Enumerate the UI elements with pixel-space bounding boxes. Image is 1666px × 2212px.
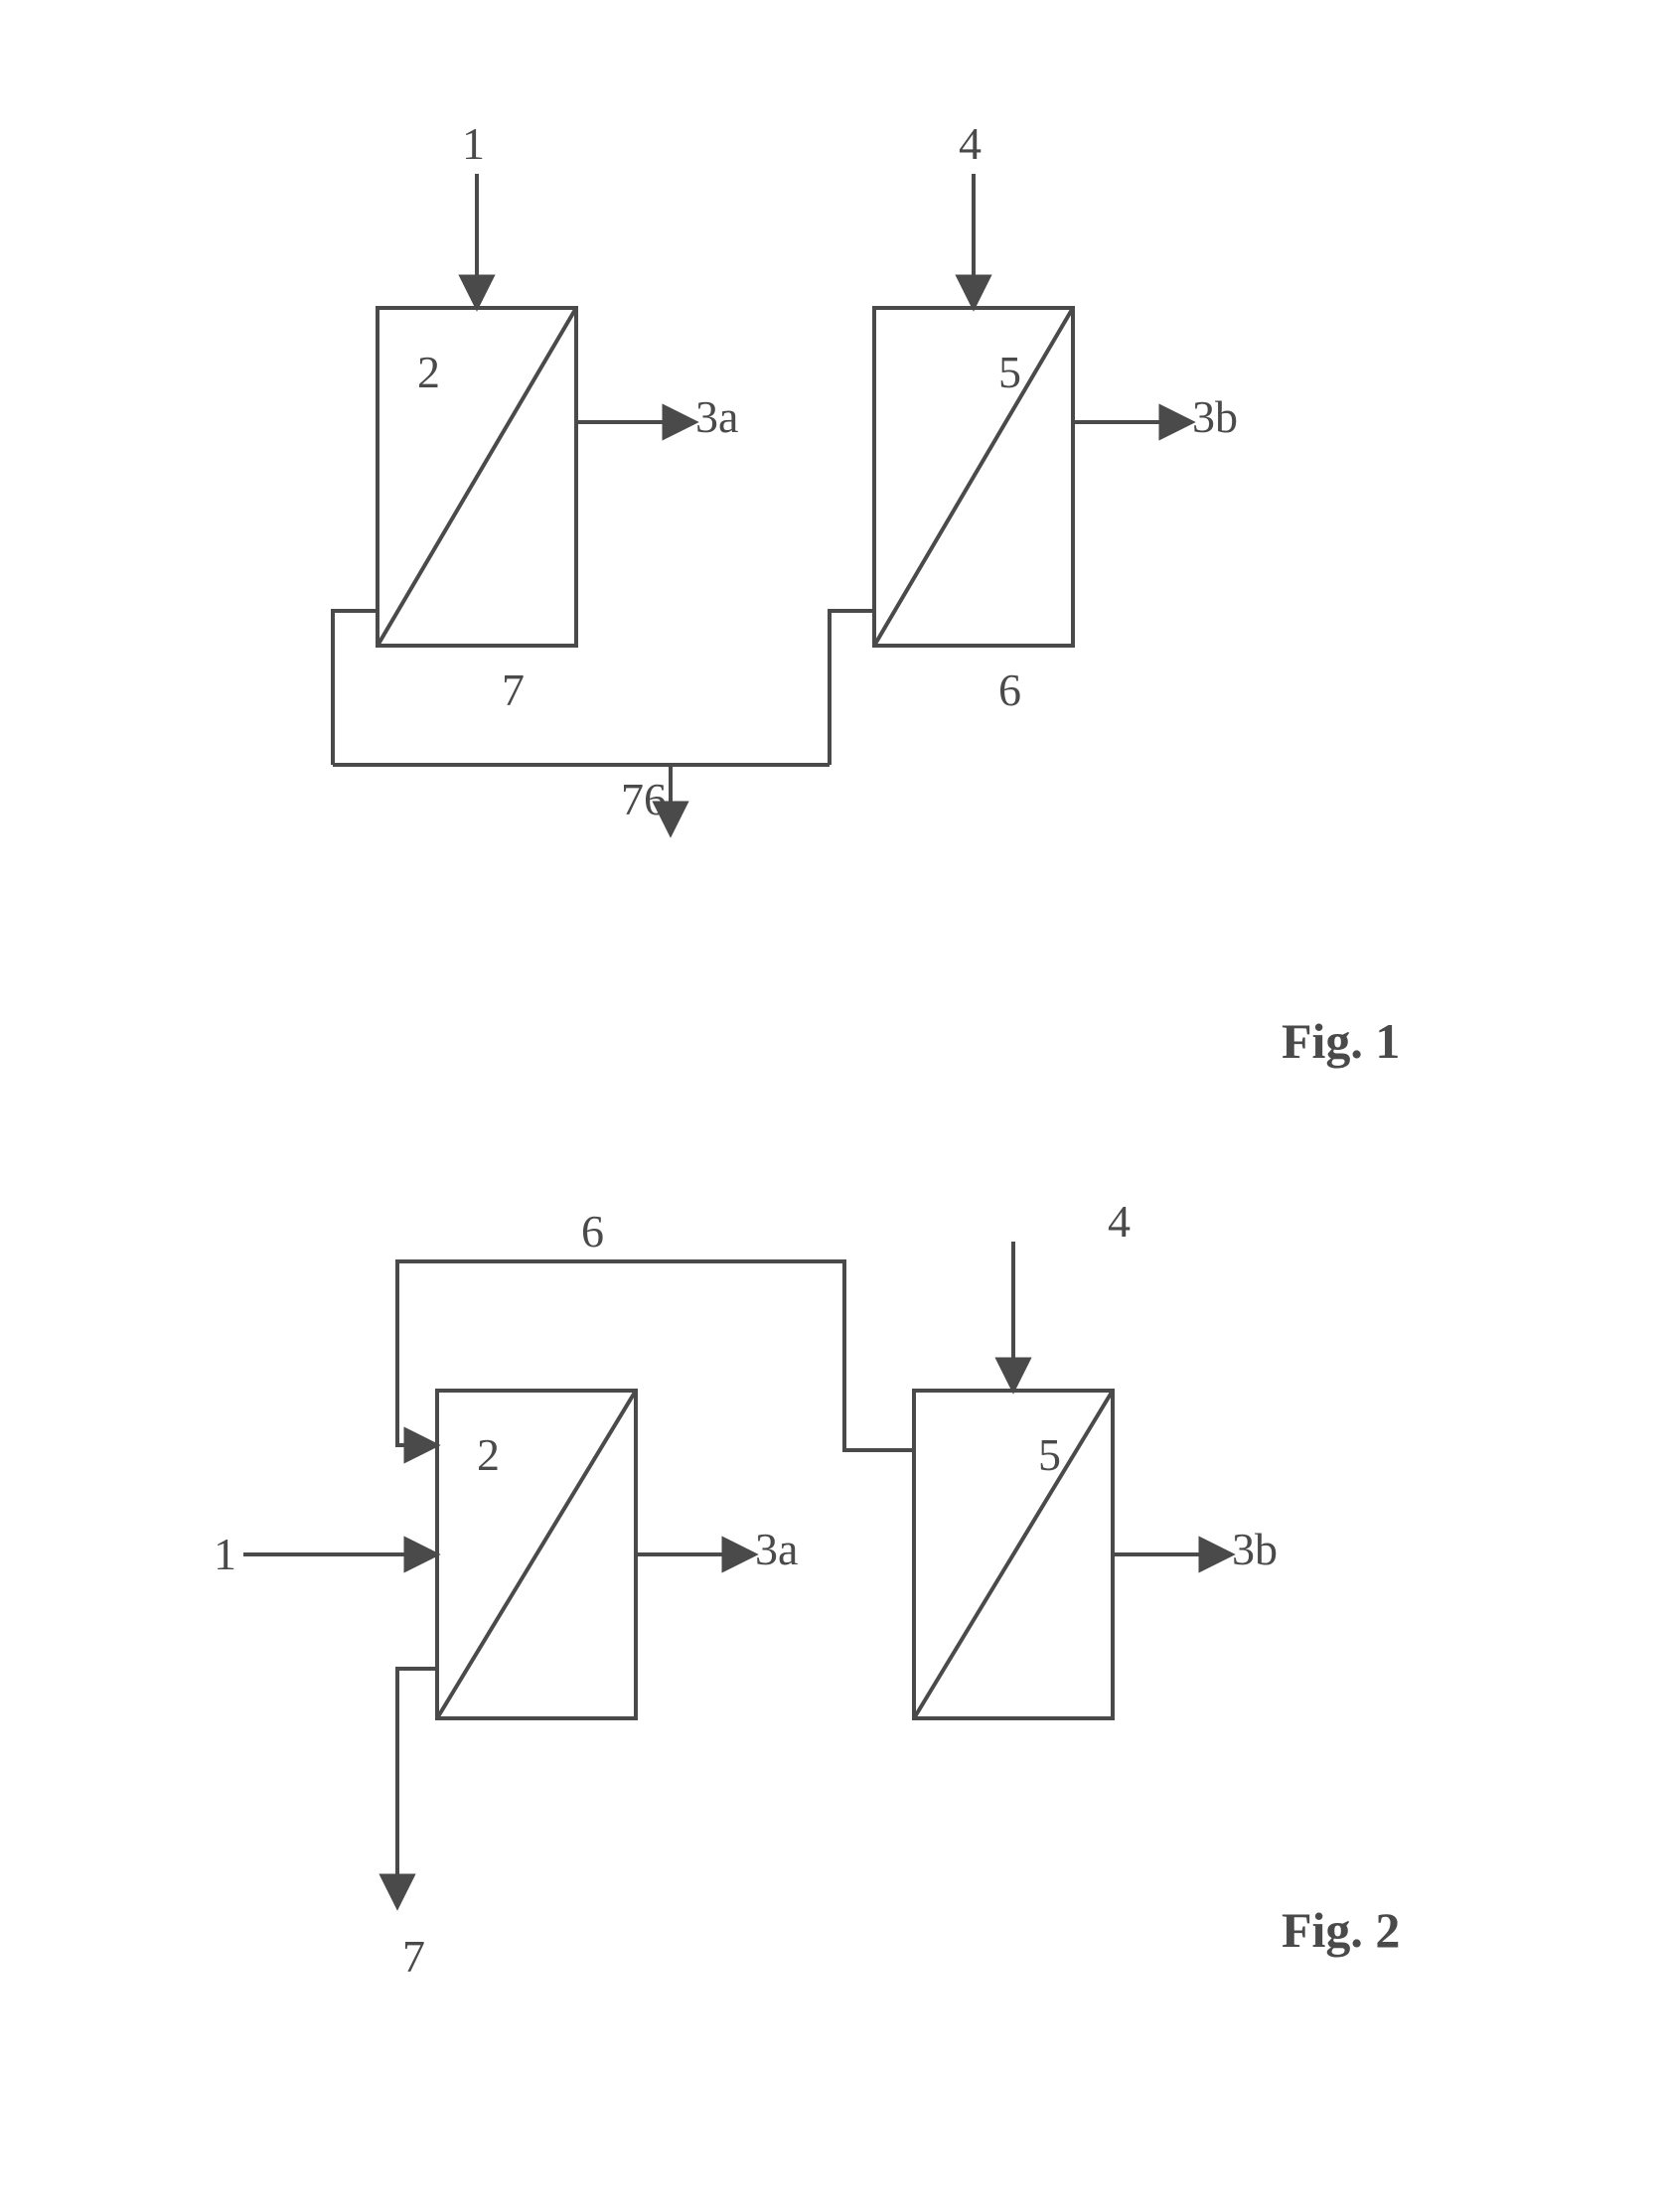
fig2-label-l2: 2 xyxy=(477,1429,500,1480)
fig2-label-l3a: 3a xyxy=(755,1524,798,1574)
fig2-label-l7: 7 xyxy=(402,1931,425,1982)
fig1-label-l76: 76 xyxy=(621,774,667,824)
fig1-line-6 xyxy=(830,611,874,765)
fig2-label-l4: 4 xyxy=(1108,1196,1131,1247)
fig1-box-2-diagonal xyxy=(378,308,576,646)
fig2-arrow-6 xyxy=(397,1261,914,1450)
fig1-label-l5: 5 xyxy=(998,347,1021,397)
fig2-box-5-diagonal xyxy=(914,1391,1113,1718)
fig2-caption: Fig. 2 xyxy=(1282,1902,1400,1958)
fig2-label-l6: 6 xyxy=(581,1206,604,1256)
fig1-line-7 xyxy=(333,611,378,765)
fig1-label-l3a: 3a xyxy=(695,391,738,442)
fig1-label-l6: 6 xyxy=(998,664,1021,715)
fig2-label-l5: 5 xyxy=(1038,1429,1061,1480)
fig1-label-l1: 1 xyxy=(462,118,485,169)
fig1-label-l4: 4 xyxy=(959,118,982,169)
fig1-caption: Fig. 1 xyxy=(1282,1013,1400,1069)
fig2-label-l1: 1 xyxy=(214,1529,236,1579)
fig1-box-5-diagonal xyxy=(874,308,1073,646)
fig1-label-l2: 2 xyxy=(417,347,440,397)
fig2-label-l3b: 3b xyxy=(1232,1524,1278,1574)
fig1-label-l3b: 3b xyxy=(1192,391,1238,442)
fig2-box-2-diagonal xyxy=(437,1391,636,1718)
fig1-label-l7: 7 xyxy=(502,664,525,715)
fig2-arrow-7 xyxy=(397,1669,437,1907)
